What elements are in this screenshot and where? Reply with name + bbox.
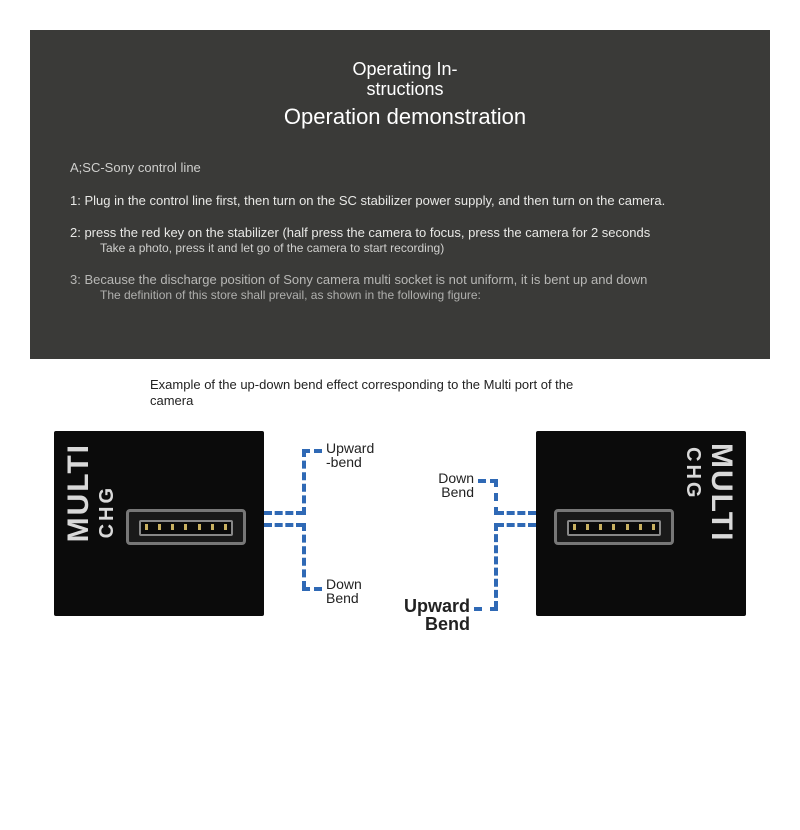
label-down-right-2: Bend <box>441 484 474 500</box>
dash-l-dn-h1 <box>264 523 304 527</box>
port-right-label-sub: CHG <box>681 447 704 542</box>
step-2: 2: press the red key on the stabilizer (… <box>70 225 740 256</box>
dash-r-dn-h2 <box>474 607 498 611</box>
example-caption: Example of the up-down bend effect corre… <box>30 377 590 418</box>
dash-l-dn-h2 <box>302 587 322 591</box>
step-3-sub: The definition of this store shall preva… <box>70 288 740 303</box>
label-upward-bold-1: Upward <box>404 596 470 616</box>
dash-r-dn-h1 <box>496 523 536 527</box>
label-upward-small-2: -bend <box>326 454 362 470</box>
port-right: MULTICHG <box>536 431 746 616</box>
port-right-socket <box>554 509 674 545</box>
section-label: A;SC-Sony control line <box>70 160 740 175</box>
step-3-text: 3: Because the discharge position of Son… <box>70 272 647 287</box>
step-1-text: 1: Plug in the control line first, then … <box>70 193 665 208</box>
label-down-left: Down Bend <box>326 577 362 606</box>
title-large: Operation demonstration <box>70 104 740 130</box>
dash-r-up-h1 <box>496 511 536 515</box>
instructions-panel: Operating In- structions Operation demon… <box>30 30 770 359</box>
title-small-2: structions <box>70 80 740 100</box>
port-right-pins <box>573 524 655 530</box>
port-left-socket <box>126 509 246 545</box>
port-left-label: MULTICHG <box>62 443 119 542</box>
step-2-text: 2: press the red key on the stabilizer (… <box>70 225 650 240</box>
port-right-label: MULTICHG <box>681 443 738 542</box>
label-upward-small-1: Upward <box>326 440 374 456</box>
bend-diagram: MULTICHG MULTICHG Upward <box>30 419 770 669</box>
label-upward-bold-2: Bend <box>425 614 470 634</box>
label-upward-bold: Upward Bend <box>404 597 470 635</box>
step-2-sub: Take a photo, press it and let go of the… <box>70 241 740 256</box>
dash-r-up-v1 <box>494 479 498 515</box>
dash-r-dn-v1 <box>494 523 498 609</box>
diagram-area: Example of the up-down bend effect corre… <box>30 377 770 668</box>
label-down-right-1: Down <box>438 470 474 486</box>
port-left-label-sub: CHG <box>96 443 119 538</box>
port-right-label-main: MULTI <box>705 443 738 542</box>
port-left: MULTICHG <box>54 431 264 616</box>
dash-r-up-h2 <box>478 479 498 483</box>
label-upward-small: Upward -bend <box>326 441 374 470</box>
step-1: 1: Plug in the control line first, then … <box>70 193 740 209</box>
step-3: 3: Because the discharge position of Son… <box>70 272 740 303</box>
dash-l-dn-v1 <box>302 523 306 589</box>
label-down-left-2: Bend <box>326 590 359 606</box>
label-down-left-1: Down <box>326 576 362 592</box>
port-left-label-main: MULTI <box>62 443 95 542</box>
dash-l-up-h1 <box>264 511 304 515</box>
label-down-right: Down Bend <box>438 471 474 500</box>
dash-l-up-v1 <box>302 449 306 515</box>
port-left-pins <box>145 524 227 530</box>
title-small-1: Operating In- <box>70 60 740 80</box>
title-block: Operating In- structions Operation demon… <box>70 60 740 130</box>
dash-l-up-h2 <box>302 449 322 453</box>
